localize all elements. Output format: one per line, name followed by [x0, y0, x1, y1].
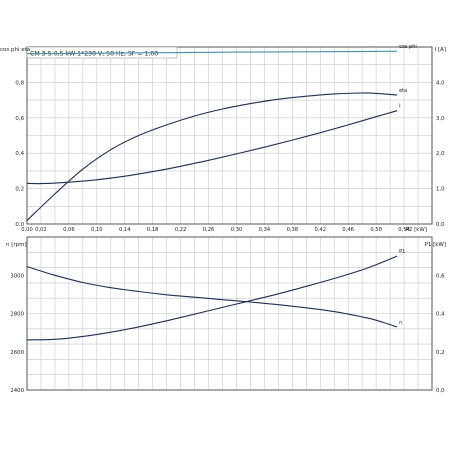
- x-tick-label: 0,26: [203, 227, 215, 233]
- x-tick-label: 0,10: [91, 227, 103, 233]
- top-grid: [27, 47, 432, 224]
- right-y-tick-label: 0,2: [436, 350, 445, 356]
- x-tick-label: 0,46: [342, 227, 354, 233]
- left-y-tick-label: 2400: [10, 388, 24, 394]
- left-y-tick-label: 0,6: [15, 116, 24, 122]
- top-chart-title: CM 3-5 0,5 kW 1*230 V, 50 Hz, SF = 1,00: [30, 51, 158, 58]
- top-x-axis-label: P2 [kW]: [406, 227, 427, 233]
- series-label-eta: eta: [399, 88, 407, 94]
- x-tick-label: 0,18: [147, 227, 159, 233]
- top-left-axis-label: cos phi eta: [0, 47, 30, 53]
- series-label-P1: P1: [399, 249, 405, 255]
- top-right-y-ticks: 0,0 1,0 2,0 3,0 4,0: [436, 80, 445, 228]
- x-tick-label: 0,42: [314, 227, 326, 233]
- right-y-tick-label: 2,0: [436, 151, 445, 157]
- series-line-I: [26, 110, 398, 185]
- left-y-tick-label: 0,0: [15, 222, 24, 228]
- bottom-right-y-ticks: 0,0 0,2 0,4 0,6: [436, 273, 445, 394]
- right-y-tick-label: 0,6: [436, 273, 445, 279]
- top-panel: CM 3-5 0,5 kW 1*230 V, 50 Hz, SF = 1,00 …: [0, 44, 446, 233]
- series-line-n: [26, 266, 398, 328]
- bottom-left-y-ticks: 2400 2600 2800 3000: [10, 273, 24, 394]
- series-line-P1: [26, 255, 398, 341]
- x-tick-label: 0,00: [21, 227, 33, 233]
- x-tick-label: 0,02: [35, 227, 47, 233]
- x-tick-label: 0,14: [119, 227, 131, 233]
- x-tick-label: 0,22: [175, 227, 187, 233]
- bottom-series: n P1: [26, 249, 405, 341]
- x-tick-label: 0,34: [259, 227, 271, 233]
- bottom-plot-frame: [26, 236, 433, 391]
- series-label-I: I: [399, 104, 400, 110]
- series-line-eta: [26, 92, 398, 221]
- bottom-right-axis-label: P1 [kW]: [425, 242, 446, 248]
- bottom-grid: [27, 237, 432, 390]
- left-y-tick-label: 0,8: [15, 80, 24, 86]
- x-tick-label: 0,30: [231, 227, 243, 233]
- x-tick-label: 0,38: [287, 227, 299, 233]
- series-label-n: n: [399, 320, 402, 326]
- series-label-cos-phi: cos phi: [399, 44, 417, 50]
- right-y-tick-label: 0,0: [436, 222, 445, 228]
- bottom-left-axis-label: n [rpm]: [6, 242, 27, 248]
- right-y-tick-label: 0,4: [436, 312, 445, 318]
- top-x-ticks: 0,00 0,02 0,06 0,10 0,14 0,18 0,22 0,26 0,30 0,34…: [21, 227, 410, 233]
- top-right-axis-label: I [A]: [435, 47, 446, 53]
- top-plot-frame: [26, 46, 433, 225]
- right-y-tick-label: 1,0: [436, 187, 445, 193]
- x-tick-label: 0,06: [63, 227, 75, 233]
- left-y-tick-label: 3000: [10, 273, 24, 279]
- series-line-cos-phi: [26, 50, 398, 55]
- left-y-tick-label: 2800: [10, 312, 24, 318]
- right-y-tick-label: 3,0: [436, 116, 445, 122]
- top-left-y-ticks: 0,0 0,2 0,4 0,6 0,8: [15, 80, 24, 228]
- left-y-tick-label: 0,2: [15, 187, 24, 193]
- left-y-tick-label: 2600: [10, 350, 24, 356]
- top-series: cos phi eta I: [26, 44, 417, 221]
- x-tick-label: 0,50: [370, 227, 382, 233]
- right-y-tick-label: 4,0: [436, 80, 445, 86]
- right-y-tick-label: 0,0: [436, 388, 445, 394]
- x-tick-label: 0,54: [398, 227, 410, 233]
- left-y-tick-label: 0,4: [15, 151, 24, 157]
